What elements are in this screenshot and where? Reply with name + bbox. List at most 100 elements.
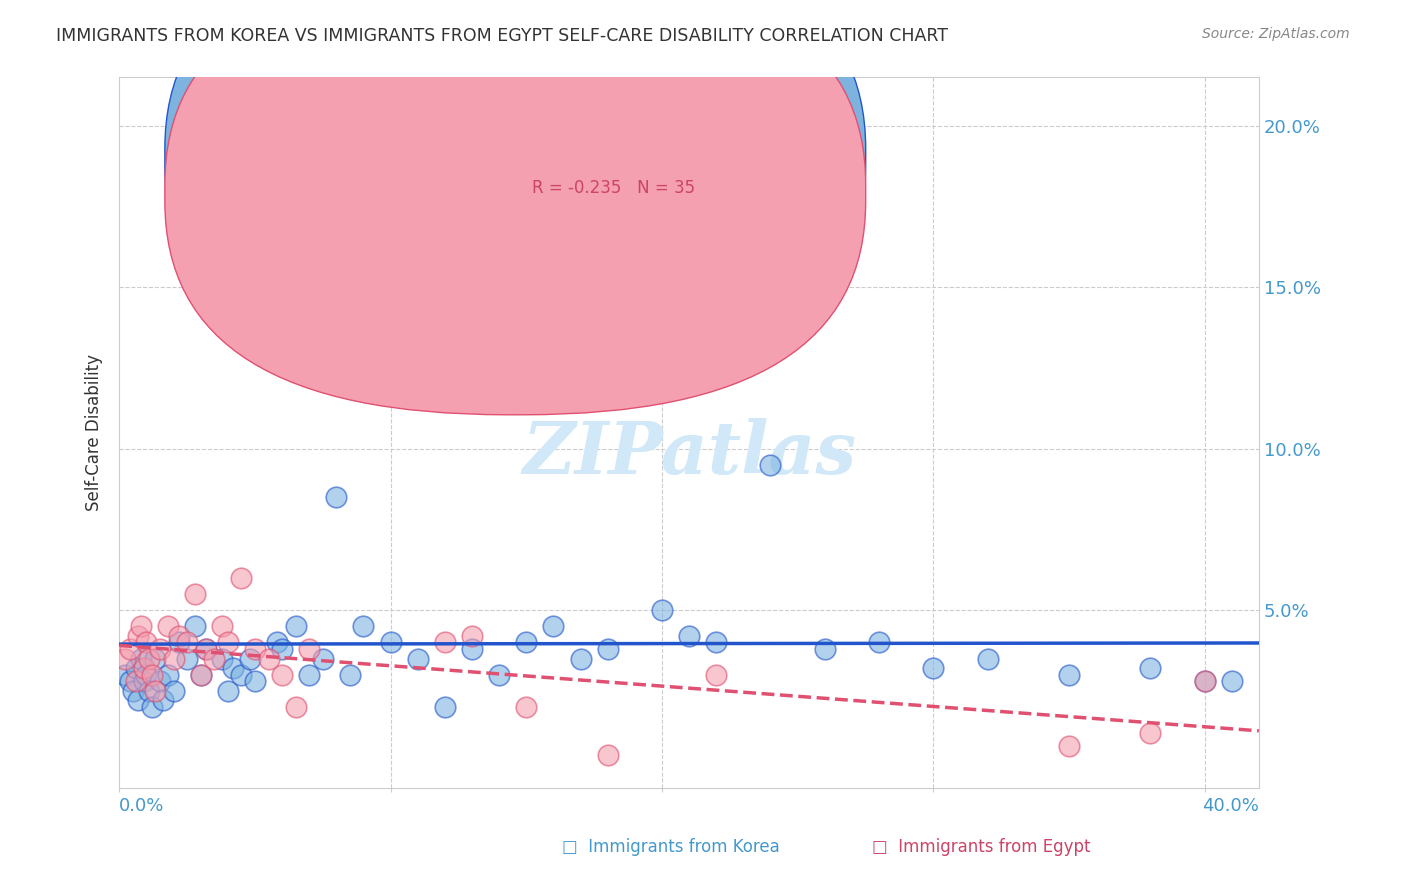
Point bbox=[704, 667, 727, 681]
Point bbox=[124, 661, 146, 675]
Text: □  Immigrants from Egypt: □ Immigrants from Egypt bbox=[872, 838, 1090, 856]
Point bbox=[922, 661, 945, 675]
Point bbox=[596, 748, 619, 763]
Point bbox=[211, 651, 233, 665]
Point bbox=[759, 458, 782, 472]
Point bbox=[138, 651, 160, 665]
Point bbox=[231, 571, 253, 585]
Point bbox=[271, 667, 294, 681]
Point bbox=[380, 635, 402, 649]
Point bbox=[271, 641, 294, 656]
Point bbox=[298, 667, 321, 681]
Text: 0.0%: 0.0% bbox=[120, 797, 165, 815]
Point bbox=[143, 651, 166, 665]
Text: R = -0.235   N = 35: R = -0.235 N = 35 bbox=[531, 178, 695, 196]
Point bbox=[976, 651, 998, 665]
Point bbox=[569, 651, 592, 665]
Point bbox=[195, 641, 218, 656]
Point bbox=[461, 629, 484, 643]
Point bbox=[433, 635, 456, 649]
Text: 40.0%: 40.0% bbox=[1202, 797, 1258, 815]
Point bbox=[149, 641, 172, 656]
Point bbox=[1057, 667, 1080, 681]
Point bbox=[243, 641, 266, 656]
Point bbox=[1194, 674, 1216, 689]
Point bbox=[678, 629, 700, 643]
Text: ZIPatlas: ZIPatlas bbox=[522, 418, 856, 490]
Point bbox=[167, 635, 190, 649]
Point bbox=[433, 700, 456, 714]
Point bbox=[257, 651, 280, 665]
Point bbox=[266, 635, 288, 649]
Point bbox=[543, 619, 565, 633]
Point bbox=[222, 661, 245, 675]
Point bbox=[190, 667, 212, 681]
Point bbox=[312, 651, 335, 665]
Point bbox=[157, 667, 180, 681]
Point bbox=[141, 667, 163, 681]
Point bbox=[243, 674, 266, 689]
Y-axis label: Self-Care Disability: Self-Care Disability bbox=[86, 354, 103, 511]
Point bbox=[132, 674, 155, 689]
Point bbox=[488, 667, 510, 681]
Point bbox=[461, 641, 484, 656]
Point bbox=[129, 651, 152, 665]
Text: R =  0.221   N = 57: R = 0.221 N = 57 bbox=[531, 143, 695, 161]
Point bbox=[231, 667, 253, 681]
Text: Source: ZipAtlas.com: Source: ZipAtlas.com bbox=[1202, 27, 1350, 41]
Point bbox=[325, 490, 347, 504]
Point bbox=[284, 700, 307, 714]
Point bbox=[157, 619, 180, 633]
Point bbox=[184, 587, 207, 601]
Point bbox=[129, 619, 152, 633]
Point bbox=[217, 635, 239, 649]
Point bbox=[162, 683, 184, 698]
Point bbox=[195, 641, 218, 656]
Point bbox=[211, 619, 233, 633]
FancyBboxPatch shape bbox=[165, 0, 866, 379]
Point bbox=[135, 667, 157, 681]
Point bbox=[515, 700, 537, 714]
Point bbox=[1139, 725, 1161, 739]
Point bbox=[149, 674, 172, 689]
Point bbox=[202, 306, 225, 320]
Point bbox=[132, 661, 155, 675]
Point bbox=[190, 667, 212, 681]
Point bbox=[135, 635, 157, 649]
Point bbox=[152, 693, 174, 707]
Point bbox=[121, 683, 143, 698]
Text: □  Immigrants from Korea: □ Immigrants from Korea bbox=[562, 838, 780, 856]
Point bbox=[238, 651, 260, 665]
Point bbox=[124, 674, 146, 689]
Point bbox=[1220, 674, 1243, 689]
Point bbox=[217, 683, 239, 698]
Point bbox=[1139, 661, 1161, 675]
Point bbox=[1057, 739, 1080, 753]
Point bbox=[704, 635, 727, 649]
Point bbox=[406, 651, 429, 665]
Point bbox=[143, 683, 166, 698]
Point bbox=[114, 651, 136, 665]
Point bbox=[162, 651, 184, 665]
FancyBboxPatch shape bbox=[165, 0, 866, 415]
Point bbox=[120, 641, 142, 656]
Point bbox=[114, 667, 136, 681]
Point bbox=[176, 651, 198, 665]
Point bbox=[814, 641, 837, 656]
Point bbox=[1194, 674, 1216, 689]
Point bbox=[120, 674, 142, 689]
Point bbox=[176, 635, 198, 649]
FancyBboxPatch shape bbox=[489, 120, 797, 227]
Point bbox=[515, 635, 537, 649]
Point bbox=[257, 232, 280, 246]
Point bbox=[141, 700, 163, 714]
Point bbox=[127, 693, 149, 707]
Point bbox=[284, 619, 307, 633]
Point bbox=[138, 683, 160, 698]
Point bbox=[184, 619, 207, 633]
Point bbox=[596, 641, 619, 656]
Point bbox=[167, 629, 190, 643]
Point bbox=[868, 635, 890, 649]
Point bbox=[339, 667, 361, 681]
Point bbox=[353, 619, 375, 633]
